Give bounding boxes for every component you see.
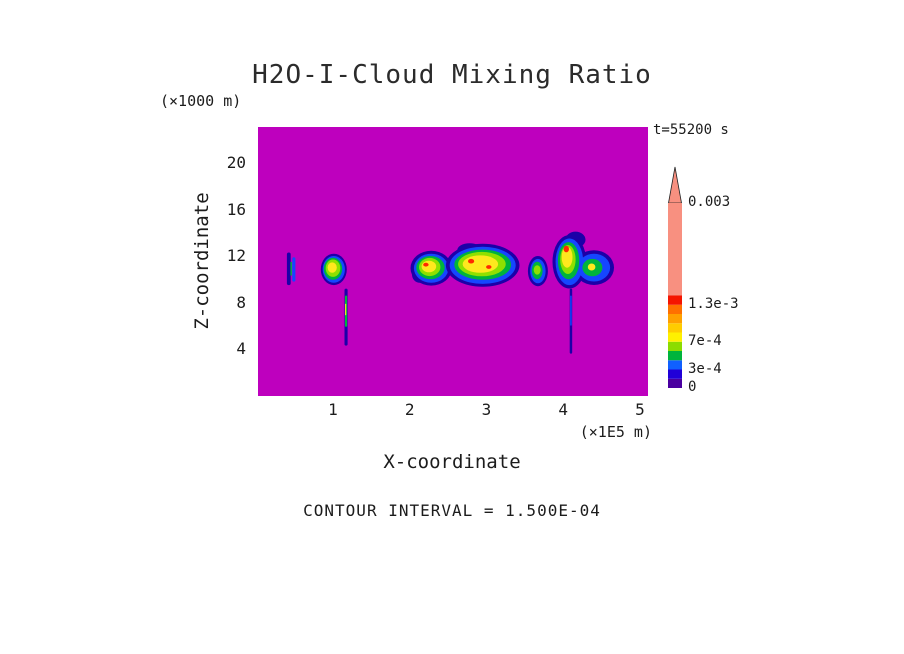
y-tick-label: 12 <box>226 246 246 265</box>
time-annotation: t=55200 s <box>653 122 729 138</box>
x-axis-units-label: (×1E5 m) <box>579 423 652 441</box>
cloud-shape <box>587 263 596 271</box>
cloud-shape <box>462 255 499 273</box>
colorbar-tick-label: 0 <box>688 379 697 395</box>
y-axis-units-label: (×1000 m) <box>160 92 242 110</box>
x-tick-label: 1 <box>328 400 338 419</box>
cloud-shape <box>290 261 292 276</box>
colorbar-segment <box>668 378 682 388</box>
cloud-shape <box>563 245 569 253</box>
cloud-shape <box>421 260 437 273</box>
colorbar-segment <box>668 314 682 324</box>
y-tick-label: 20 <box>226 153 246 172</box>
cloud-shape <box>423 262 429 267</box>
colorbar-segment <box>668 323 682 333</box>
cloud-shape <box>486 265 492 269</box>
plot-area <box>258 127 648 396</box>
cloud-shape <box>570 295 572 326</box>
contour-interval-label: CONTOUR INTERVAL = 1.500E-04 <box>303 501 601 520</box>
colorbar-segment <box>668 332 682 342</box>
cloud-shape <box>345 303 347 316</box>
colorbar-segment <box>668 369 682 379</box>
y-tick-label: 4 <box>236 339 246 358</box>
cloud-shape <box>286 252 291 286</box>
cloud-shape <box>468 258 475 264</box>
y-tick-label: 8 <box>236 292 246 312</box>
colorbar-tick-label: 0.003 <box>688 194 731 210</box>
colorbar-tick-label: 1.3e-3 <box>688 295 739 312</box>
colorbar-tick-label: 3e-4 <box>688 360 722 377</box>
x-tick-label: 2 <box>404 400 415 419</box>
colorbar-overflow-arrow-icon <box>668 166 682 204</box>
cloud-shape <box>327 262 337 273</box>
cloud-shape <box>533 265 541 275</box>
x-tick-label: 4 <box>558 400 569 419</box>
cloud-shape <box>561 246 573 268</box>
colorbar-canvas <box>668 166 682 388</box>
chart-title: H2O-I-Cloud Mixing Ratio <box>252 60 652 90</box>
colorbar-segment <box>668 203 682 296</box>
colorbar-segment <box>668 360 682 370</box>
y-tick-label: 16 <box>226 199 246 219</box>
cloud-shape <box>292 257 296 282</box>
x-axis-label: X-coordinate <box>383 451 521 473</box>
colorbar-segment <box>668 295 682 305</box>
colorbar-segment <box>668 351 682 361</box>
colorbar-tick-label: 7e-4 <box>688 332 722 349</box>
x-tick-label: 3 <box>481 400 492 419</box>
colorbar-segment <box>668 304 682 314</box>
contour-plot-canvas <box>286 231 614 354</box>
x-tick-label: 5 <box>635 400 645 419</box>
colorbar-segment <box>668 341 682 351</box>
colorbar <box>662 162 692 398</box>
